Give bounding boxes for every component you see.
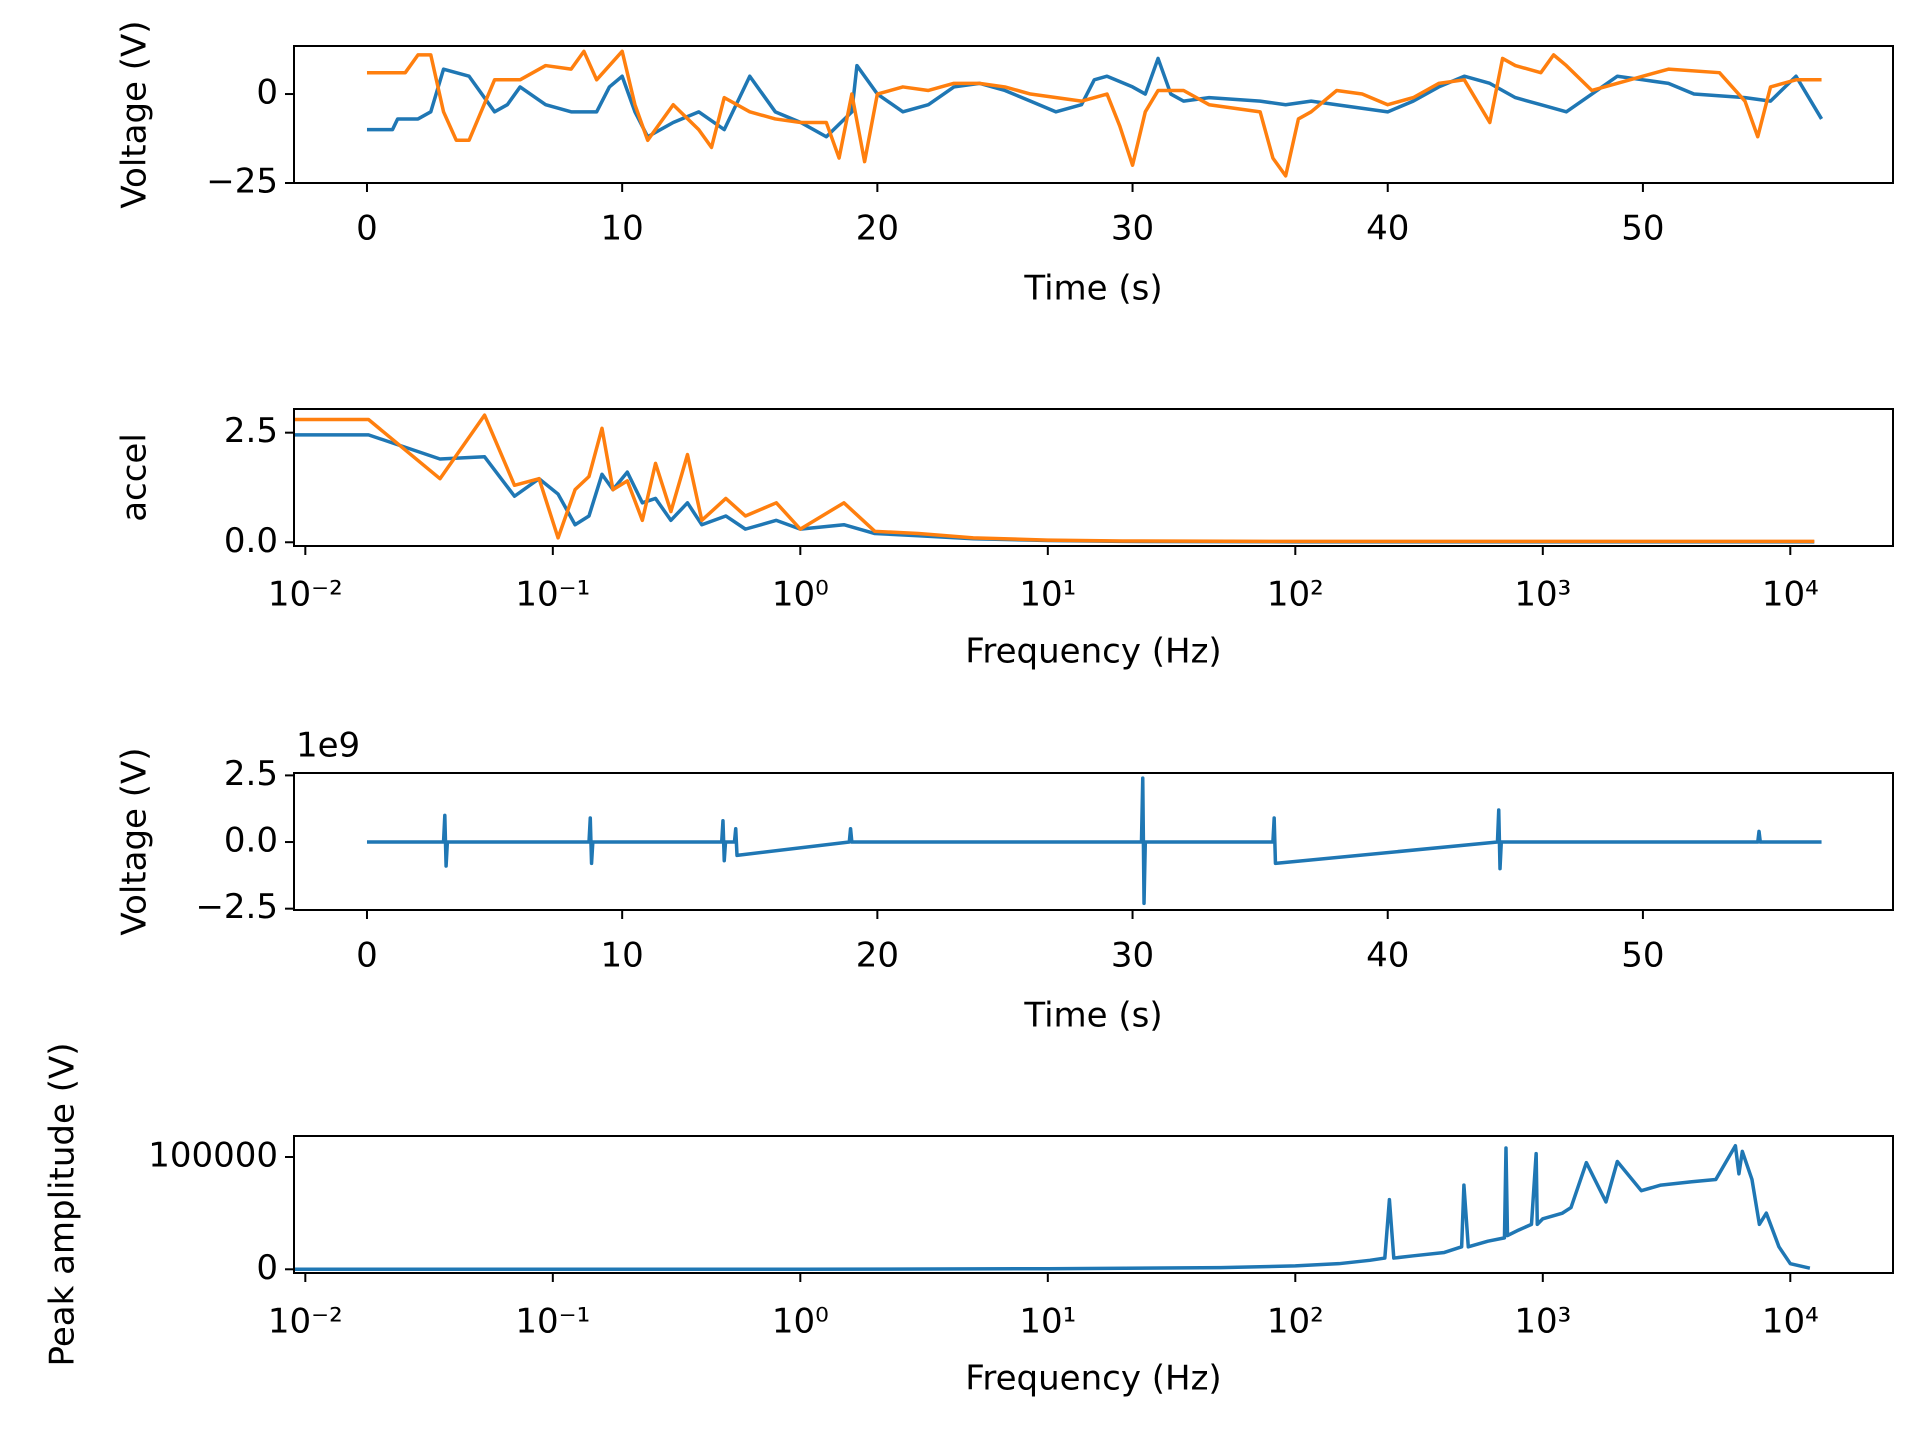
y-tick-label: 2.5 xyxy=(224,754,278,794)
data-line xyxy=(366,56,1824,139)
x-axis-label: Time (s) xyxy=(1023,269,1162,309)
x-tick-label: 10⁰ xyxy=(772,575,829,615)
y-axis-label: Peak amplitude (V) xyxy=(43,1043,83,1367)
x-tick-label: 10 xyxy=(601,936,644,976)
x-tick-label: 10⁰ xyxy=(772,1302,829,1342)
x-tick-label: 10⁻² xyxy=(268,575,343,615)
x-tick-label: 0 xyxy=(356,209,378,249)
y-tick-label: 0 xyxy=(256,1248,278,1288)
x-tick-label: 40 xyxy=(1366,209,1409,249)
x-axis-label: Frequency (Hz) xyxy=(965,1359,1221,1399)
x-tick-label: 10³ xyxy=(1514,1302,1571,1342)
x-tick-label: 30 xyxy=(1111,209,1154,249)
y-tick-label: −25 xyxy=(206,162,278,202)
data-line xyxy=(294,1144,1811,1272)
axes-frame xyxy=(293,408,1894,547)
plot-area xyxy=(294,1144,1811,1272)
x-tick-label: 20 xyxy=(856,936,899,976)
x-tick-label: 40 xyxy=(1366,936,1409,976)
x-tick-label: 10⁻¹ xyxy=(515,575,590,615)
x-tick-label: 0 xyxy=(356,936,378,976)
y-tick-label: 100000 xyxy=(148,1135,278,1175)
x-tick-label: 10³ xyxy=(1514,575,1571,615)
plot-area xyxy=(294,413,1815,544)
x-tick-label: 10 xyxy=(601,209,644,249)
data-line xyxy=(366,776,1822,906)
data-line xyxy=(294,413,1815,544)
plot-area xyxy=(366,776,1822,906)
y-tick-label: −2.5 xyxy=(195,887,278,927)
axes-frame xyxy=(293,1135,1894,1274)
y-axis-label: Voltage (V) xyxy=(115,747,155,935)
plot-area xyxy=(366,49,1824,178)
y-axis-label: accel xyxy=(115,433,155,522)
y-tick-label: 0 xyxy=(256,73,278,113)
x-tick-label: 10² xyxy=(1267,575,1324,615)
x-tick-label: 10⁻¹ xyxy=(515,1302,590,1342)
x-tick-label: 10⁴ xyxy=(1762,1302,1819,1342)
x-tick-label: 10⁴ xyxy=(1762,575,1819,615)
axes-frame xyxy=(293,45,1894,184)
data-line xyxy=(366,49,1822,178)
x-axis-label: Frequency (Hz) xyxy=(965,632,1221,672)
x-tick-label: 10¹ xyxy=(1019,1302,1076,1342)
x-tick-label: 10¹ xyxy=(1019,575,1076,615)
offset-label: 1e9 xyxy=(296,726,360,766)
x-tick-label: 50 xyxy=(1621,209,1664,249)
x-tick-label: 10² xyxy=(1267,1302,1324,1342)
y-tick-label: 2.5 xyxy=(224,411,278,451)
x-tick-label: 50 xyxy=(1621,936,1664,976)
y-tick-label: 0.0 xyxy=(224,521,278,561)
data-line xyxy=(294,433,1815,544)
x-tick-label: 20 xyxy=(856,209,899,249)
x-tick-label: 30 xyxy=(1111,936,1154,976)
x-tick-label: 10⁻² xyxy=(268,1302,343,1342)
y-tick-label: 0.0 xyxy=(224,821,278,861)
y-axis-label: Voltage (V) xyxy=(115,20,155,208)
x-axis-label: Time (s) xyxy=(1023,996,1162,1036)
